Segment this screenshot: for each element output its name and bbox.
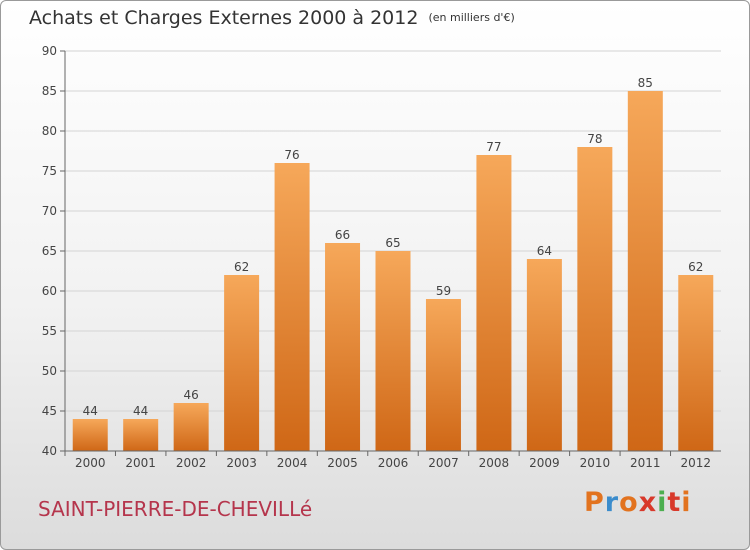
x-tick-label: 2001 [125,456,156,470]
y-tick-label: 50 [42,364,57,378]
bar-value-label: 59 [436,284,451,298]
y-tick-label: 55 [42,324,57,338]
bar [173,403,209,451]
x-tick-label: 2010 [580,456,611,470]
logo-letter: t [667,487,682,518]
chart-title: Achats et Charges Externes 2000 à 2012 (e… [29,7,515,29]
bar [678,275,714,451]
bar [325,243,361,451]
x-tick-label: 2003 [226,456,257,470]
x-tick-label: 2012 [680,456,711,470]
axes: 40 45 50 55 60 65 70 75 80 85 90 2000 2001 2002 2003 20… [42,44,721,470]
logo-letter: o [619,487,639,518]
x-tick-label: 2005 [327,456,358,470]
logo-letter: i [657,487,668,518]
bar-value-label: 76 [284,148,299,162]
bar-value-label: 44 [83,404,98,418]
bar-value-label: 85 [638,76,653,90]
bar-value-label: 46 [184,388,199,402]
x-tick-label: 2008 [479,456,510,470]
bar-value-label: 64 [537,244,552,258]
y-tick-label: 75 [42,164,57,178]
bar [123,419,159,451]
data-labels: 44 44 46 62 76 66 65 59 77 64 78 85 62 [83,76,704,418]
bar-value-label: 62 [688,260,703,274]
bar-value-label: 66 [335,228,350,242]
x-tick-label: 2006 [378,456,409,470]
y-tick-label: 65 [42,244,57,258]
logo-letter: i [681,487,692,518]
bar-value-label: 65 [385,236,400,250]
x-tick-label: 2002 [176,456,207,470]
title-text: Achats et Charges Externes 2000 à 2012 [29,7,419,29]
bar [526,259,562,451]
bar [72,419,108,451]
x-tick-label: 2007 [428,456,459,470]
proxiti-logo: Proxiti [584,487,692,518]
logo-letter: r [604,487,620,518]
y-tick-label: 70 [42,204,57,218]
bar [425,299,461,451]
y-tick-label: 40 [42,444,57,458]
bar [224,275,260,451]
bar-value-label: 62 [234,260,249,274]
bar [375,251,411,451]
bars [72,91,714,451]
bar [577,147,613,451]
x-tick-label: 2000 [75,456,106,470]
commune-name: SAINT-PIERRE-DE-CHEVILLé [38,497,313,521]
bar-value-label: 44 [133,404,148,418]
bar-value-label: 78 [587,132,602,146]
unit-label: (en milliers d'€) [428,11,515,24]
y-tick-label: 80 [42,124,57,138]
logo-letter: x [638,487,658,518]
y-tick-label: 60 [42,284,57,298]
bar [274,163,310,451]
y-tick-label: 90 [42,44,57,58]
bar [627,91,663,451]
bar [476,155,512,451]
y-tick-label: 85 [42,84,57,98]
x-tick-label: 2011 [630,456,661,470]
logo-letter: P [584,487,605,518]
y-tick-label: 45 [42,404,57,418]
x-tick-label: 2004 [277,456,308,470]
x-tick-label: 2009 [529,456,560,470]
bar-value-label: 77 [486,140,501,154]
